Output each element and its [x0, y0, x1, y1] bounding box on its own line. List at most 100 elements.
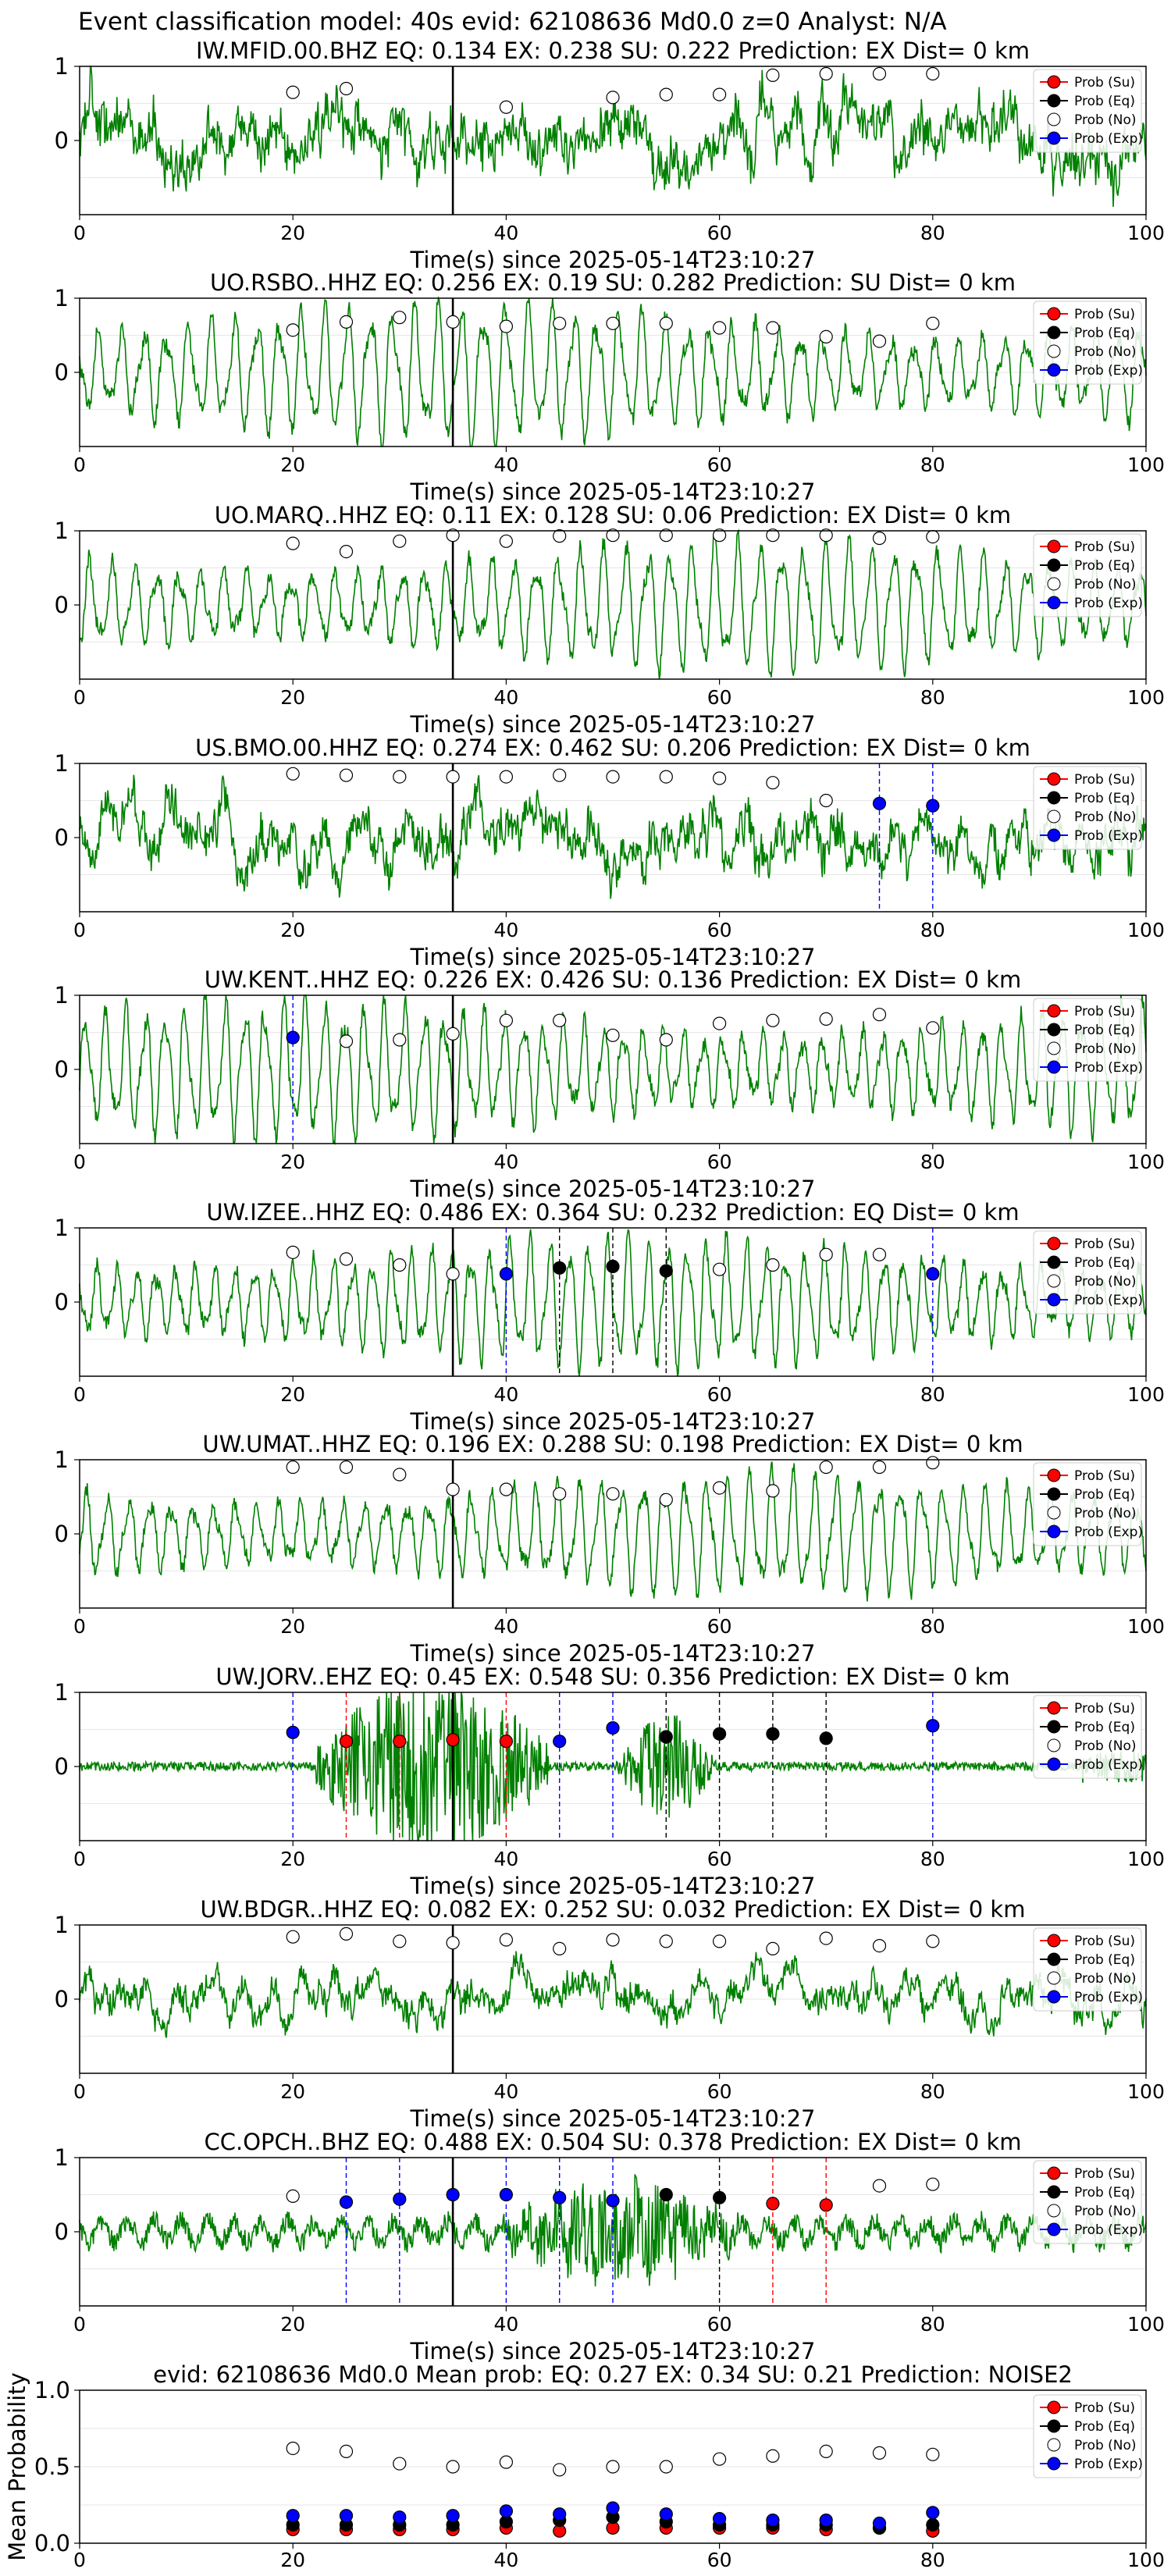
- mean-prob-marker-no: [606, 2460, 620, 2474]
- panel-title: US.BMO.00.HHZ EQ: 0.274 EX: 0.462 SU: 0.…: [195, 735, 1030, 761]
- prob-marker-no: [606, 316, 620, 330]
- legend-label: Prob (Exp): [1074, 2457, 1143, 2472]
- y-tick-label: 1: [55, 1446, 69, 1473]
- legend-marker: [1047, 2419, 1061, 2433]
- x-tick-label: 80: [920, 1383, 945, 1406]
- waveform-panel: UO.MARQ..HHZ EQ: 0.11 EX: 0.128 SU: 0.06…: [55, 502, 1165, 738]
- prob-marker-no: [553, 1487, 567, 1501]
- legend-marker: [1047, 131, 1061, 145]
- legend-label: Prob (Eq): [1074, 1720, 1135, 1735]
- prob-marker-no: [712, 87, 727, 101]
- prob-marker-no: [286, 1245, 300, 1259]
- legend-marker: [1047, 1701, 1061, 1715]
- panel-title: UO.MARQ..HHZ EQ: 0.11 EX: 0.128 SU: 0.06…: [215, 502, 1011, 528]
- waveform-panel: UO.RSBO..HHZ EQ: 0.256 EX: 0.19 SU: 0.28…: [55, 269, 1165, 505]
- prob-marker-no: [393, 1468, 407, 1482]
- waveform-panel: IW.MFID.00.BHZ EQ: 0.134 EX: 0.238 SU: 0…: [55, 37, 1165, 273]
- legend-label: Prob (Exp): [1074, 2222, 1143, 2238]
- prob-marker-no: [819, 1012, 833, 1026]
- x-tick-label: 0: [73, 919, 86, 941]
- prob-marker-su: [766, 2197, 780, 2211]
- legend-marker: [1047, 75, 1061, 89]
- prob-marker-no: [872, 1247, 887, 1261]
- prob-marker-su: [446, 1733, 460, 1747]
- legend-marker: [1047, 558, 1061, 572]
- x-tick-label: 40: [493, 686, 518, 709]
- mean-prob-marker-exp: [766, 2514, 780, 2528]
- prob-marker-no: [712, 321, 727, 335]
- legend-label: Prob (Exp): [1074, 1990, 1143, 2005]
- x-tick-label: 100: [1127, 1383, 1165, 1406]
- x-tick-label: 0: [73, 1151, 86, 1173]
- legend-label: Prob (Eq): [1074, 1023, 1135, 1038]
- prob-marker-no: [446, 770, 460, 784]
- prob-marker-no: [499, 319, 514, 333]
- prob-marker-no: [286, 323, 300, 337]
- prob-marker-no: [712, 1934, 727, 1948]
- prob-marker-exp: [926, 1719, 940, 1733]
- prob-marker-no: [712, 1481, 727, 1495]
- prob-marker-exp: [499, 1267, 514, 1281]
- legend-marker: [1047, 539, 1061, 553]
- prob-marker-no: [659, 1934, 673, 1948]
- x-tick-label: 40: [493, 919, 518, 941]
- x-tick-label: 20: [280, 1383, 305, 1406]
- y-tick-label: 1: [55, 518, 69, 544]
- legend-label: Prob (No): [1074, 1506, 1137, 1521]
- prob-marker-no: [606, 1028, 620, 1042]
- x-axis-label: Time(s) since 2025-05-14T23:10:27: [410, 711, 816, 738]
- x-tick-label: 100: [1127, 1151, 1165, 1173]
- x-tick-label: 0: [73, 2549, 86, 2571]
- prob-marker-eq: [819, 1731, 833, 1745]
- prob-marker-exp: [926, 1267, 940, 1281]
- prob-marker-no: [872, 66, 887, 81]
- legend-marker: [1047, 1738, 1061, 1752]
- mean-prob-marker-no: [286, 2441, 300, 2456]
- legend-marker: [1047, 1023, 1061, 1037]
- prob-marker-su: [393, 1735, 407, 1749]
- prob-marker-no: [606, 1933, 620, 1947]
- mean-prob-marker-exp: [499, 2504, 514, 2518]
- y-tick-label: 1: [55, 2144, 69, 2171]
- x-tick-label: 0: [73, 2080, 86, 2103]
- waveform-trace: [79, 1951, 1147, 2038]
- x-tick-label: 20: [280, 454, 305, 476]
- mean-prob-marker-no: [766, 2449, 780, 2463]
- x-axis-label: Time(s) since 2025-05-14T23:10:27: [410, 1640, 816, 1667]
- legend-label: Prob (No): [1074, 809, 1137, 825]
- x-tick-label: 80: [920, 1848, 945, 1870]
- legend-label: Prob (Exp): [1074, 1293, 1143, 1308]
- x-tick-label: 40: [493, 2549, 518, 2571]
- prob-marker-no: [926, 529, 940, 544]
- prob-marker-no: [446, 528, 460, 543]
- prob-marker-no: [339, 315, 354, 329]
- prob-marker-exp: [393, 2192, 407, 2206]
- legend-marker: [1047, 1990, 1061, 2004]
- x-tick-label: 0: [73, 1615, 86, 1638]
- prob-marker-no: [819, 1460, 833, 1475]
- legend-label: Prob (Exp): [1074, 828, 1143, 844]
- x-tick-label: 40: [493, 1383, 518, 1406]
- prob-marker-no: [499, 1482, 514, 1496]
- prob-marker-no: [766, 1484, 780, 1498]
- panel-title: CC.OPCH..BHZ EQ: 0.488 EX: 0.504 SU: 0.3…: [204, 2129, 1021, 2155]
- prob-marker-no: [286, 536, 300, 550]
- waveform-trace: [79, 528, 1147, 680]
- legend-marker: [1047, 1274, 1061, 1288]
- mean-prob-marker-no: [393, 2457, 407, 2471]
- legend-marker: [1047, 1004, 1061, 1018]
- mean-probability-panel: evid: 62108636 Md0.0 Mean prob: EQ: 0.27…: [4, 2361, 1165, 2571]
- prob-marker-no: [553, 1941, 567, 1955]
- legend-label: Prob (Eq): [1074, 2419, 1135, 2435]
- mean-prob-marker-no: [926, 2447, 940, 2461]
- x-tick-label: 80: [920, 454, 945, 476]
- x-tick-label: 20: [280, 686, 305, 709]
- prob-marker-su: [819, 2198, 833, 2212]
- x-tick-label: 0: [73, 1848, 86, 1870]
- prob-marker-exp: [446, 2187, 460, 2202]
- legend-label: Prob (Eq): [1074, 1487, 1135, 1503]
- x-tick-label: 80: [920, 1615, 945, 1638]
- legend-label: Prob (Su): [1074, 75, 1135, 91]
- mean-prob-marker-no: [819, 2444, 833, 2458]
- x-tick-label: 0: [73, 686, 86, 709]
